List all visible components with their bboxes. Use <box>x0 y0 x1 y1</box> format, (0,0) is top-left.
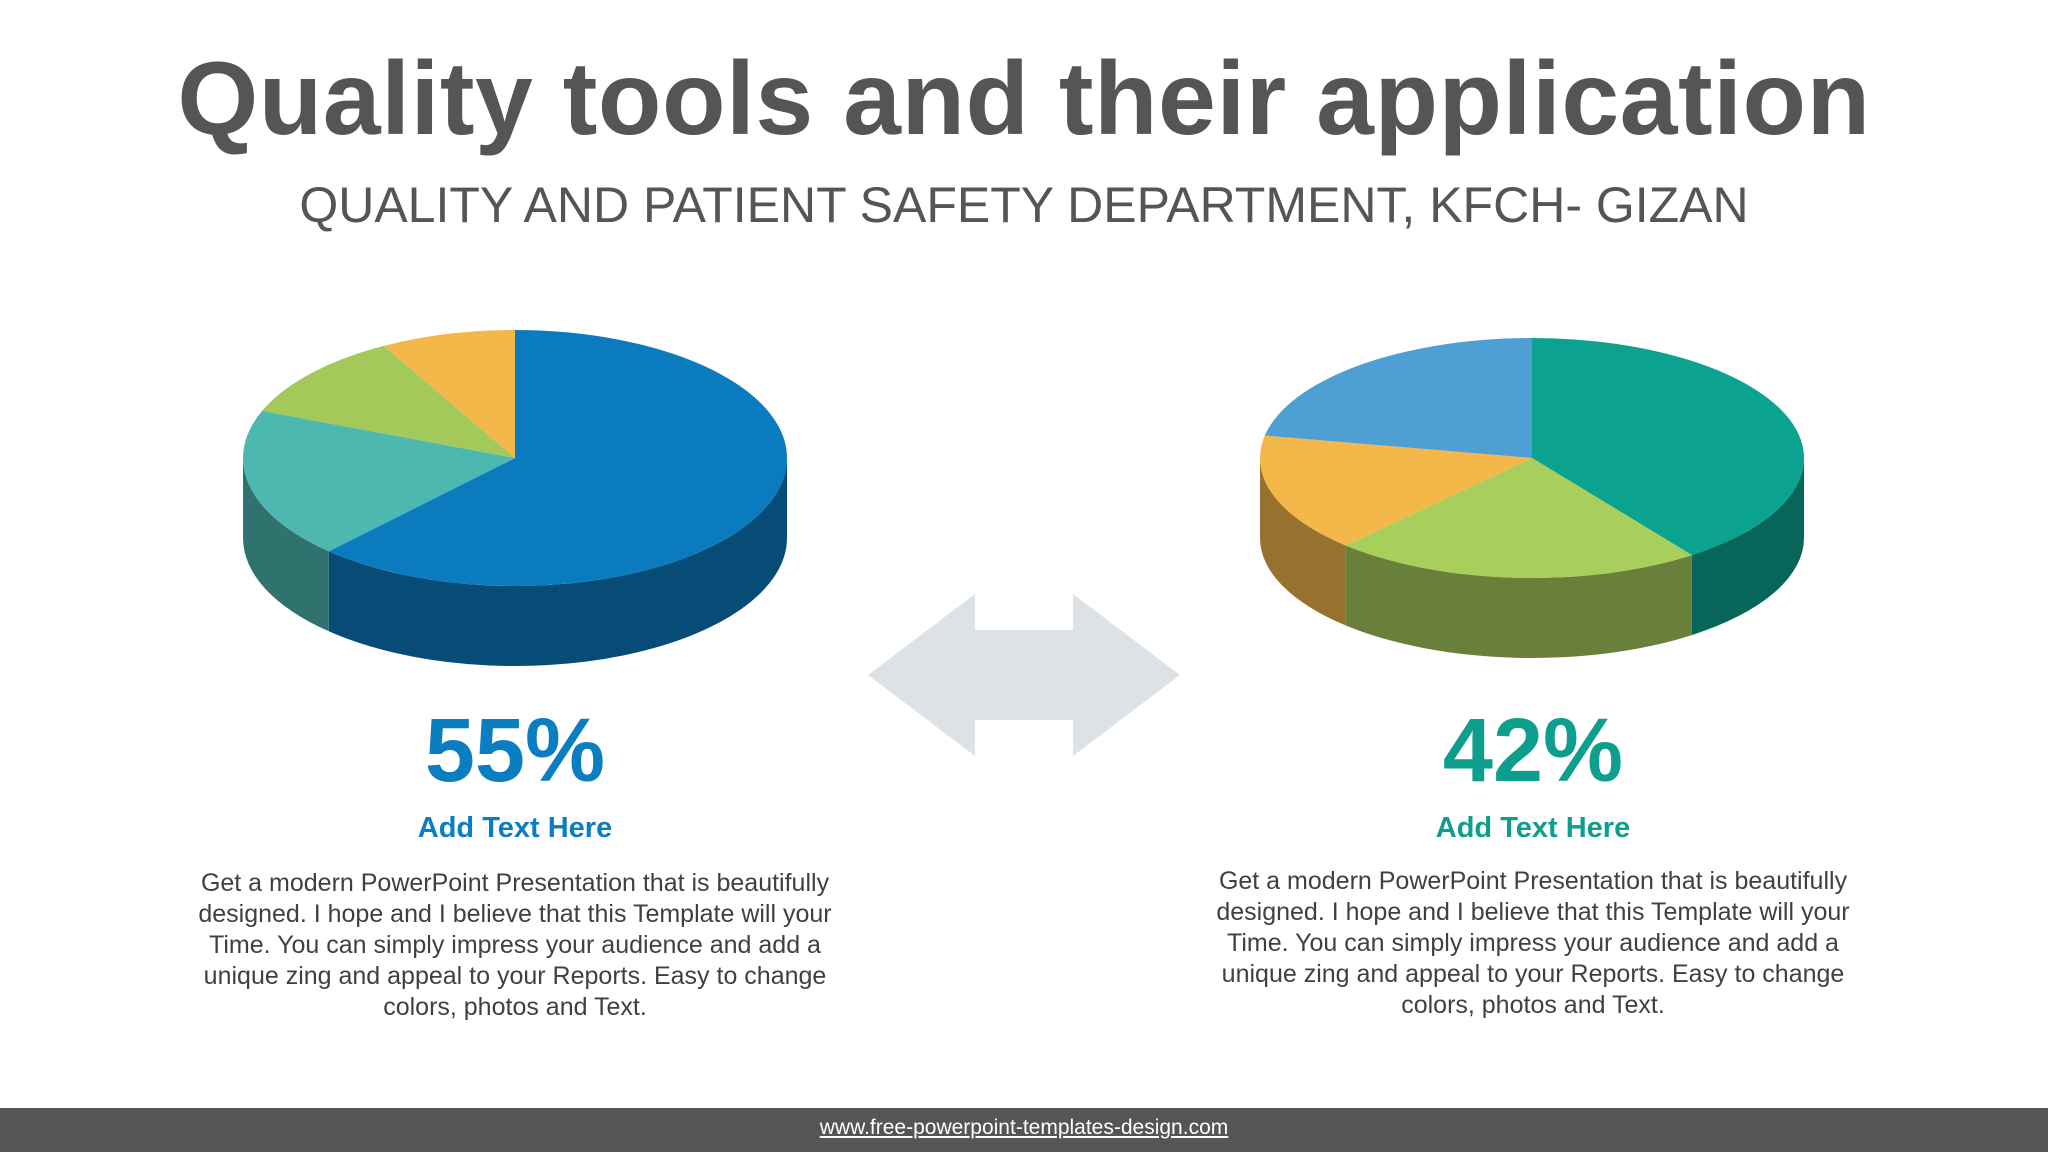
pie-side-1 <box>243 458 329 632</box>
description-right: Get a modern PowerPoint Presentation tha… <box>1216 867 1850 1019</box>
percentage-left: 55% <box>424 701 606 801</box>
percentage-right: 42% <box>1442 701 1624 801</box>
pie-slice-1 <box>1345 458 1692 579</box>
pie-side-0 <box>328 458 787 666</box>
pie-side-2 <box>1260 458 1346 626</box>
pie-slice-3 <box>1264 338 1532 458</box>
pie-side-1 <box>1345 545 1692 658</box>
description-left: Get a modern PowerPoint Presentation tha… <box>198 869 832 1021</box>
footer-website-link[interactable]: www.free-powerpoint-templates-design.com <box>819 1116 1229 1139</box>
pie-slice-0 <box>328 330 787 586</box>
pie-slice-1 <box>242 410 515 552</box>
pie-slice-2 <box>262 345 515 458</box>
caption-right: Add Text Here <box>1435 812 1631 844</box>
caption-left: Add Text Here <box>417 812 613 844</box>
footer-bar: www.free-powerpoint-templates-design.com <box>0 1108 2048 1152</box>
pie-chart-left <box>242 330 787 666</box>
pie-slice-3 <box>383 330 515 458</box>
pie-chart-right <box>1259 338 1804 658</box>
pie-slice-2 <box>1259 435 1532 546</box>
pie-side-0 <box>1691 458 1804 636</box>
double-arrow-icon <box>868 594 1180 756</box>
page-title: Quality tools and their application <box>177 41 1871 157</box>
pie-slice-0 <box>1532 338 1804 556</box>
page-subtitle: QUALITY AND PATIENT SAFETY DEPARTMENT, K… <box>299 177 1749 233</box>
